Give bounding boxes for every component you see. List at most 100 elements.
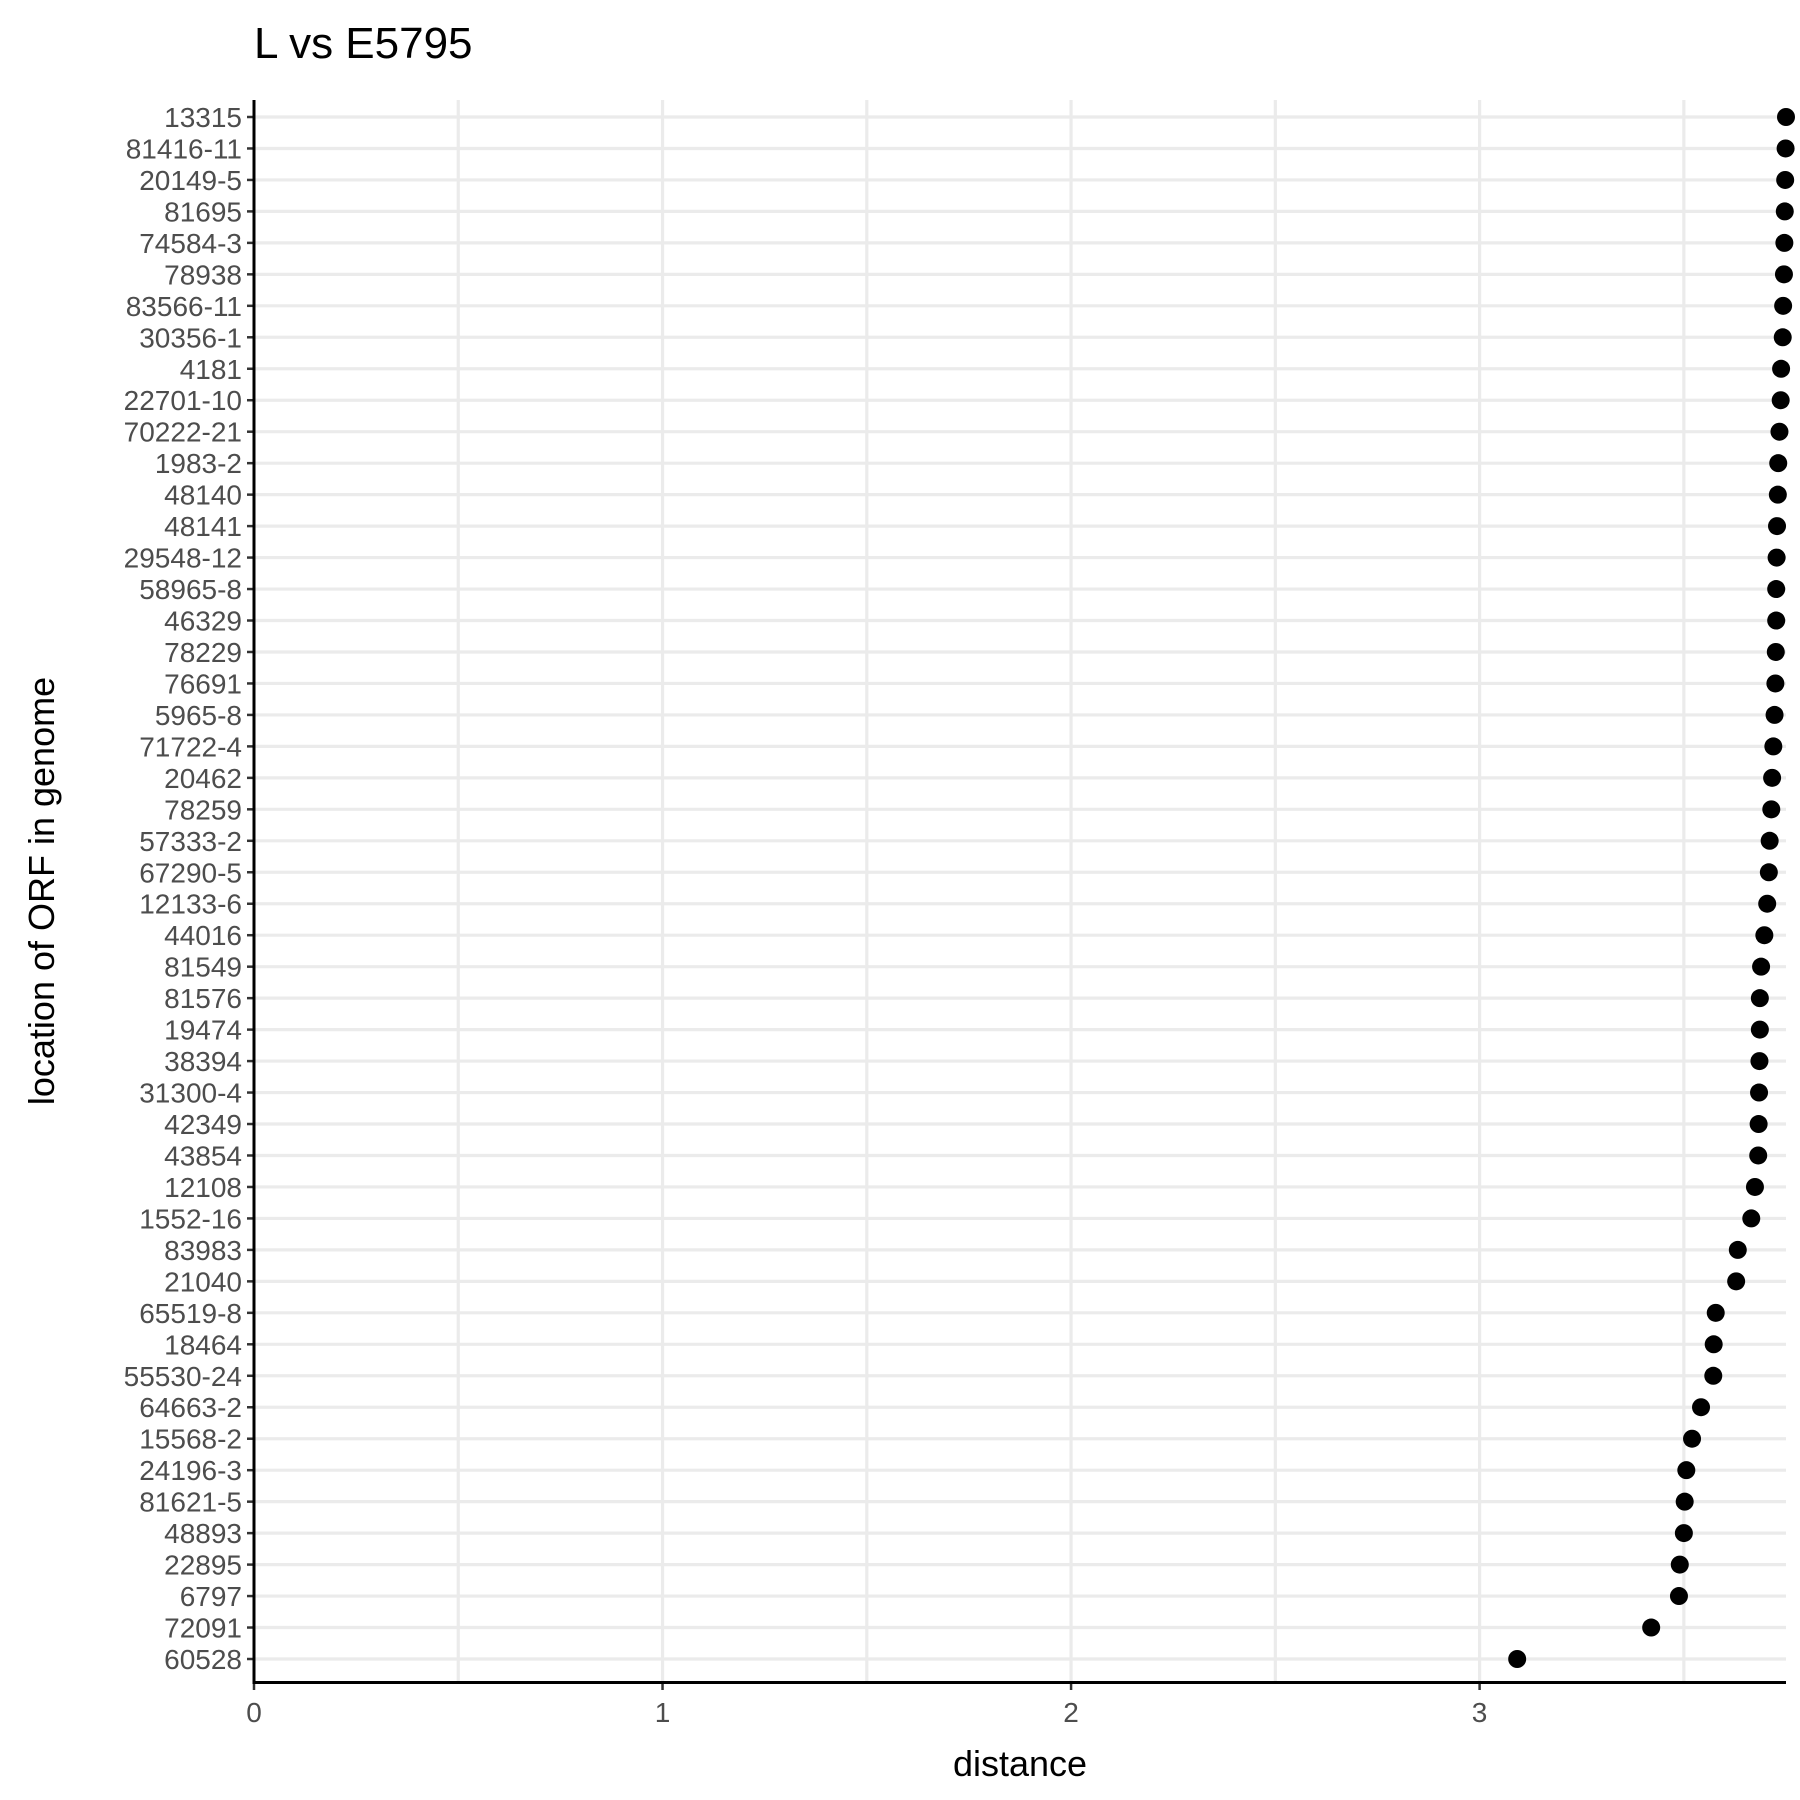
- data-point-43: [1677, 1461, 1696, 1480]
- y-tick-label-30: 38394: [164, 1046, 242, 1077]
- y-tick-label-42: 15568-2: [139, 1424, 242, 1455]
- data-point-12: [1768, 485, 1787, 504]
- data-point-20: [1764, 737, 1783, 756]
- data-point-24: [1759, 863, 1778, 882]
- data-point-21: [1763, 768, 1782, 787]
- data-point-29: [1750, 1020, 1769, 1039]
- y-tick-label-10: 70222-21: [124, 417, 242, 448]
- y-tick-label-47: 6797: [180, 1581, 242, 1612]
- y-tick-label-29: 19474: [164, 1015, 242, 1046]
- data-point-16: [1767, 611, 1786, 630]
- y-tick-label-3: 81695: [164, 196, 242, 227]
- data-point-5: [1774, 265, 1793, 284]
- data-point-9: [1771, 391, 1790, 410]
- x-axis-label: distance: [953, 1743, 1087, 1784]
- data-point-6: [1774, 296, 1793, 315]
- data-point-25: [1758, 894, 1777, 913]
- data-point-30: [1750, 1052, 1769, 1071]
- y-tick-label-21: 20462: [164, 763, 242, 794]
- data-point-40: [1704, 1366, 1723, 1385]
- y-tick-label-28: 81576: [164, 983, 242, 1014]
- data-point-18: [1766, 674, 1785, 693]
- y-tick-label-22: 78259: [164, 794, 242, 825]
- y-tick-label-49: 60528: [164, 1644, 242, 1675]
- data-point-45: [1674, 1524, 1693, 1543]
- data-point-22: [1762, 800, 1781, 819]
- y-tick-label-27: 81549: [164, 952, 242, 983]
- data-point-7: [1773, 328, 1792, 347]
- y-tick-label-16: 46329: [164, 606, 242, 637]
- x-tick-labels: 0 1 2 3: [246, 1682, 1487, 1728]
- y-tick-label-24: 67290-5: [139, 857, 242, 888]
- data-point-26: [1755, 926, 1774, 945]
- y-tick-labels: 1331581416-1120149-58169574584-378938835…: [124, 102, 254, 1675]
- data-point-42: [1683, 1429, 1702, 1448]
- data-point-38: [1706, 1303, 1725, 1322]
- data-point-4: [1775, 233, 1794, 252]
- y-tick-label-39: 18464: [164, 1329, 242, 1360]
- data-point-11: [1769, 454, 1788, 473]
- y-tick-label-37: 21040: [164, 1266, 242, 1297]
- y-tick-label-38: 65519-8: [139, 1298, 242, 1329]
- data-point-27: [1752, 957, 1771, 976]
- y-tick-label-34: 12108: [164, 1172, 242, 1203]
- x-tick-label-2: 2: [1063, 1697, 1079, 1728]
- data-point-23: [1760, 831, 1779, 850]
- data-point-36: [1728, 1240, 1747, 1259]
- y-tick-label-23: 57333-2: [139, 826, 242, 857]
- data-point-15: [1767, 580, 1786, 599]
- y-tick-label-5: 78938: [164, 259, 242, 290]
- data-point-1: [1776, 139, 1795, 158]
- data-point-41: [1692, 1398, 1711, 1417]
- y-tick-label-46: 22895: [164, 1550, 242, 1581]
- y-tick-label-43: 24196-3: [139, 1455, 242, 1486]
- data-point-37: [1727, 1272, 1746, 1291]
- y-tick-label-7: 30356-1: [139, 322, 242, 353]
- data-point-8: [1772, 359, 1791, 378]
- y-tick-label-35: 1552-16: [139, 1203, 242, 1234]
- y-tick-label-14: 29548-12: [124, 543, 242, 574]
- y-tick-label-25: 12133-6: [139, 889, 242, 920]
- data-point-47: [1669, 1587, 1688, 1606]
- y-tick-label-18: 76691: [164, 668, 242, 699]
- y-tick-label-36: 83983: [164, 1235, 242, 1266]
- data-point-32: [1749, 1115, 1768, 1134]
- y-axis-label: location of ORF in genome: [21, 677, 62, 1105]
- y-tick-label-45: 48893: [164, 1518, 242, 1549]
- x-tick-label-1: 1: [655, 1697, 671, 1728]
- y-tick-label-20: 71722-4: [139, 731, 242, 762]
- y-tick-label-33: 43854: [164, 1140, 242, 1171]
- data-point-48: [1642, 1618, 1661, 1637]
- data-point-44: [1675, 1492, 1694, 1511]
- y-tick-label-2: 20149-5: [139, 165, 242, 196]
- data-point-39: [1704, 1335, 1723, 1354]
- y-tick-label-11: 1983-2: [155, 448, 242, 479]
- data-point-31: [1750, 1083, 1769, 1102]
- data-point-49: [1508, 1650, 1527, 1668]
- data-point-35: [1742, 1209, 1761, 1228]
- data-point-13: [1768, 517, 1787, 536]
- data-point-0: [1777, 108, 1795, 126]
- y-tick-label-13: 48141: [164, 511, 242, 542]
- y-tick-label-41: 64663-2: [139, 1392, 242, 1423]
- data-point-46: [1670, 1555, 1689, 1574]
- data-point-2: [1776, 170, 1795, 189]
- y-tick-label-12: 48140: [164, 480, 242, 511]
- y-tick-label-6: 83566-11: [126, 291, 242, 322]
- y-tick-label-44: 81621-5: [139, 1487, 242, 1518]
- x-tick-label-0: 0: [246, 1697, 262, 1728]
- y-tick-label-48: 72091: [164, 1613, 242, 1644]
- data-points: [1508, 108, 1795, 1668]
- y-tick-label-31: 31300-4: [139, 1078, 242, 1109]
- data-point-34: [1745, 1177, 1764, 1196]
- data-point-10: [1770, 422, 1789, 441]
- chart-title: L vs E5795: [254, 19, 473, 68]
- data-point-17: [1766, 642, 1785, 661]
- y-tick-label-32: 42349: [164, 1109, 242, 1140]
- y-tick-label-0: 13315: [164, 102, 242, 133]
- y-tick-label-9: 22701-10: [124, 385, 242, 416]
- y-tick-label-17: 78229: [164, 637, 242, 668]
- data-point-28: [1750, 989, 1769, 1008]
- y-tick-label-19: 5965-8: [155, 700, 242, 731]
